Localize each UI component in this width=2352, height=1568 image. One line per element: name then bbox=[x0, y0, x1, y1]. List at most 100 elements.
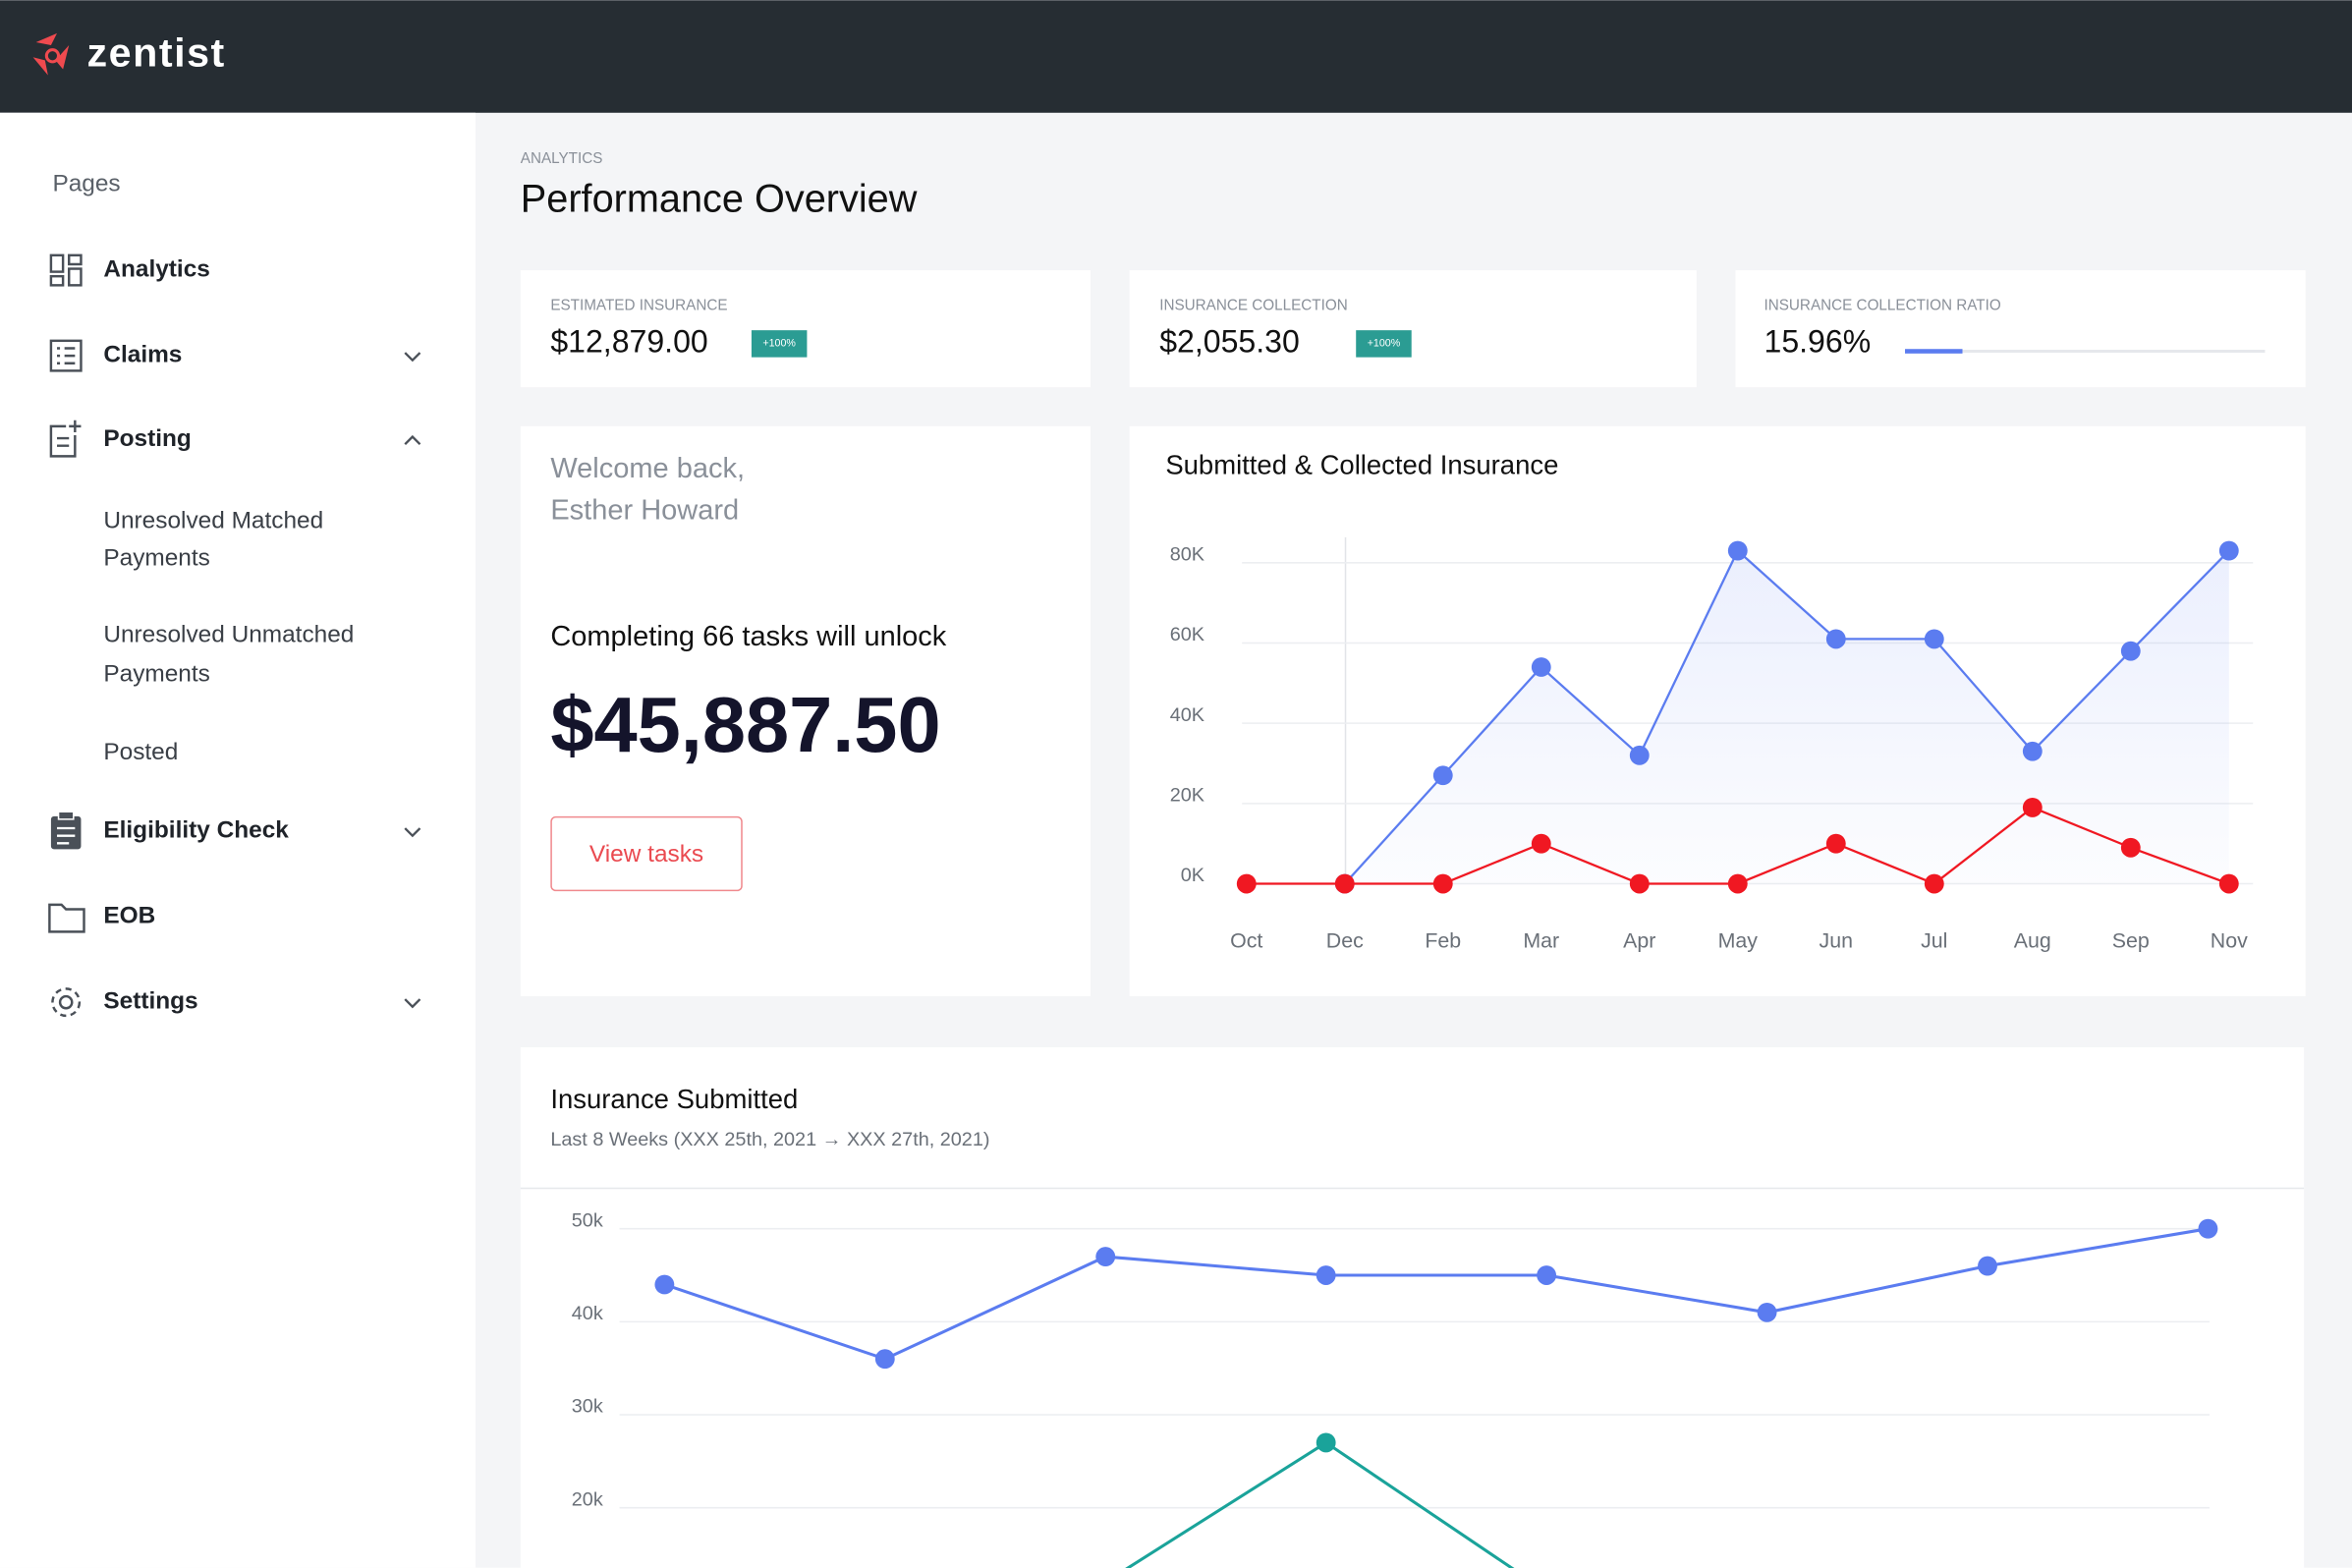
point bbox=[2198, 1218, 2218, 1239]
point bbox=[1432, 873, 1453, 894]
point bbox=[1537, 1265, 1557, 1285]
point bbox=[2022, 798, 2043, 817]
icon bbox=[48, 903, 85, 933]
y-tick-label: 0K bbox=[1181, 865, 1204, 886]
y-tick-label: 40k bbox=[572, 1303, 603, 1324]
x-tick-label: May bbox=[1718, 929, 1759, 953]
nav-item[interactable]: Analytics bbox=[103, 256, 210, 283]
greeting: Welcome back, bbox=[550, 453, 745, 484]
nav-subitem[interactable]: Unresolved Unmatched Payments bbox=[103, 622, 354, 688]
area bbox=[1344, 550, 2229, 884]
x-tick-label: Nov bbox=[2211, 929, 2248, 953]
stat-card bbox=[1735, 270, 2306, 388]
point bbox=[1432, 765, 1453, 786]
point bbox=[1924, 629, 1944, 649]
top-bar bbox=[0, 0, 2352, 113]
point bbox=[874, 1349, 895, 1370]
amount: $45,887.50 bbox=[550, 681, 940, 768]
progress-bar bbox=[1905, 349, 1963, 354]
chart-subtitle: Last 8 Weeks (XXX 25th, 2021 → XXX 27th,… bbox=[550, 1129, 989, 1150]
point bbox=[2218, 540, 2239, 561]
page-title: Performance Overview bbox=[521, 177, 918, 220]
badge-text: +100% bbox=[1368, 338, 1401, 350]
stat-value: $2,055.30 bbox=[1159, 323, 1300, 359]
point bbox=[2120, 641, 2141, 661]
nav-item[interactable]: Posting bbox=[103, 425, 191, 452]
point bbox=[2120, 837, 2141, 858]
y-tick-label: 20K bbox=[1170, 784, 1204, 806]
button-label[interactable]: View tasks bbox=[589, 841, 703, 868]
view-tasks-button[interactable] bbox=[550, 815, 743, 892]
brand: zentist bbox=[87, 30, 226, 76]
x-tick-label: Oct bbox=[1230, 929, 1262, 953]
welcome-card bbox=[520, 425, 1091, 997]
y-tick-label: 60K bbox=[1170, 624, 1204, 645]
line bbox=[663, 1227, 2209, 1361]
chevron bbox=[404, 352, 421, 363]
stat-label: INSURANCE COLLECTION bbox=[1159, 298, 1348, 314]
x-tick-label: Sep bbox=[2112, 929, 2150, 953]
point bbox=[1924, 873, 1944, 894]
chevron bbox=[404, 827, 421, 838]
x-tick-label: Feb bbox=[1425, 929, 1461, 953]
chart-title: Submitted & Collected Insurance bbox=[1165, 449, 1558, 479]
chevron bbox=[404, 998, 421, 1009]
chart-title: Insurance Submitted bbox=[550, 1084, 798, 1114]
icon bbox=[49, 339, 83, 372]
point bbox=[1095, 1247, 1116, 1267]
x-tick-label: Mar bbox=[1523, 929, 1559, 953]
point bbox=[2218, 873, 2239, 894]
badge-text: +100% bbox=[762, 338, 796, 350]
y-tick-label: 40K bbox=[1170, 704, 1204, 726]
point bbox=[1236, 873, 1257, 894]
icon bbox=[51, 987, 82, 1018]
y-tick-label: 50k bbox=[572, 1209, 603, 1231]
task-text: Completing 66 tasks will unlock bbox=[550, 621, 946, 652]
icon bbox=[50, 811, 82, 850]
point bbox=[2022, 741, 2043, 761]
x-tick-label: Apr bbox=[1623, 929, 1655, 953]
stat-value: $12,879.00 bbox=[550, 323, 707, 359]
x-tick-label: Dec bbox=[1326, 929, 1364, 953]
eyebrow: ANALYTICS bbox=[521, 150, 603, 167]
badge bbox=[751, 330, 808, 358]
point bbox=[1316, 1432, 1336, 1453]
user-name: Esther Howard bbox=[550, 495, 739, 527]
point bbox=[1978, 1256, 1997, 1276]
line bbox=[1343, 548, 2230, 885]
y-tick-label: 30k bbox=[572, 1396, 603, 1418]
nav-item[interactable]: Eligibility Check bbox=[103, 817, 289, 844]
stat-label: ESTIMATED INSURANCE bbox=[550, 298, 727, 314]
x-tick-label: Jul bbox=[1921, 929, 1947, 953]
icon bbox=[49, 420, 82, 458]
x-tick-label: Jun bbox=[1820, 929, 1853, 953]
stat-label: INSURANCE COLLECTION RATIO bbox=[1764, 298, 2001, 314]
x-tick-label: Aug bbox=[2014, 929, 2051, 953]
stat-card bbox=[1129, 270, 1697, 388]
point bbox=[1757, 1302, 1777, 1322]
point bbox=[1531, 833, 1551, 854]
nav-item[interactable]: Claims bbox=[103, 342, 182, 368]
nav-subitem[interactable]: Unresolved Matched Payments bbox=[103, 508, 323, 572]
logo-icon bbox=[32, 32, 70, 76]
point bbox=[1629, 873, 1650, 894]
badge bbox=[1356, 330, 1412, 358]
nav-item[interactable]: Settings bbox=[103, 988, 197, 1015]
nav-subitem[interactable]: Posted bbox=[103, 739, 178, 765]
sidebar-heading: Pages bbox=[52, 171, 120, 197]
stat-card bbox=[520, 270, 1091, 388]
icon bbox=[49, 253, 83, 287]
point bbox=[1825, 833, 1846, 854]
point bbox=[1629, 745, 1650, 765]
progress-track bbox=[1905, 349, 2266, 354]
point bbox=[1727, 540, 1748, 561]
point bbox=[1825, 629, 1846, 649]
stat-value: 15.96% bbox=[1764, 323, 1872, 359]
y-tick-label: 20k bbox=[572, 1488, 603, 1510]
chevron bbox=[404, 434, 421, 445]
point bbox=[1727, 873, 1748, 894]
nav-item[interactable]: EOB bbox=[103, 903, 155, 929]
y-tick-label: 80K bbox=[1170, 543, 1204, 565]
point bbox=[1531, 657, 1551, 677]
